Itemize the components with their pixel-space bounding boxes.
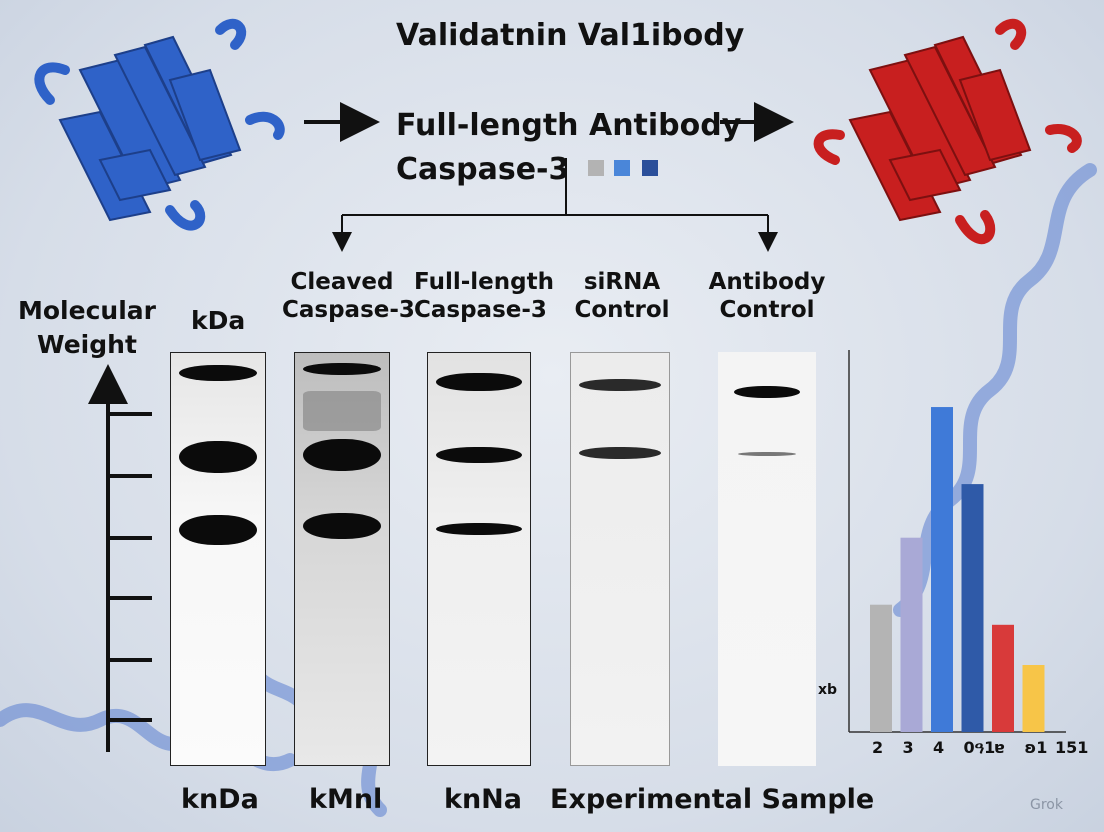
flow-label-antibody: Full-length Antibody bbox=[396, 108, 742, 143]
gel-band bbox=[178, 365, 258, 381]
lane-header-cleaved: Cleaved Caspase-3 bbox=[282, 268, 415, 324]
protein-ribbon-icon bbox=[34, 18, 285, 231]
gel-band bbox=[178, 515, 258, 545]
legend-swatch bbox=[642, 160, 658, 176]
bar-chart bbox=[848, 350, 1066, 733]
gel-band bbox=[436, 523, 522, 535]
gel-band bbox=[436, 373, 522, 391]
chart-x-tick-label: 4 bbox=[933, 738, 945, 757]
gel-band bbox=[578, 447, 662, 459]
gel-band bbox=[302, 513, 382, 539]
mw-label-line1: Molecular bbox=[18, 296, 156, 325]
lane-bottom-label: kMnl bbox=[309, 784, 383, 815]
mw-label-line2: Weight bbox=[37, 330, 137, 359]
chart-bar bbox=[900, 537, 923, 732]
chart-bar bbox=[1022, 665, 1045, 732]
gel-lane-1 bbox=[170, 352, 266, 766]
chart-x-tick-label: 2 bbox=[872, 738, 884, 757]
gel-lane-4 bbox=[570, 352, 670, 766]
protein-ribbon-icon bbox=[813, 18, 1082, 245]
kda-label: kDa bbox=[191, 306, 246, 335]
chart-x-tick-label: ʚ1 bbox=[1024, 738, 1048, 757]
mw-axis-label: Molecular Weight bbox=[18, 294, 156, 362]
gel-band bbox=[302, 363, 382, 375]
chart-x-tick-label: 0ዓ1 bbox=[963, 738, 996, 757]
marker-label: xb bbox=[818, 682, 838, 698]
grok-watermark: Grok bbox=[1030, 797, 1063, 813]
experimental-sample-label: Experimental Sample bbox=[550, 784, 875, 815]
page-title: Validatnin Val1ibody bbox=[396, 18, 745, 53]
gel-lane-5 bbox=[718, 352, 816, 766]
chart-bar bbox=[961, 484, 984, 732]
lane-header-line: Caspase-3 bbox=[282, 297, 415, 323]
flow-label-caspase: Caspase-3 bbox=[396, 152, 570, 187]
gel-band bbox=[733, 386, 801, 398]
gel-band bbox=[178, 441, 258, 473]
legend-swatch bbox=[614, 160, 630, 176]
lane-header-full-length: Full-length Caspase-3 bbox=[414, 268, 554, 324]
lane-bottom-label: knDa bbox=[181, 784, 259, 815]
legend-swatch bbox=[588, 160, 604, 176]
lane-bottom-label: knNa bbox=[444, 784, 522, 815]
lane-header-sirna: siRNA Control bbox=[568, 268, 676, 324]
chart-bar bbox=[992, 624, 1014, 732]
lane-header-line: Control bbox=[719, 297, 815, 323]
gel-band bbox=[436, 447, 522, 463]
gel-band bbox=[578, 379, 662, 391]
lane-header-line: Cleaved bbox=[290, 269, 394, 295]
lane-header-line: Caspase-3 bbox=[414, 297, 547, 323]
gel-lane-2 bbox=[294, 352, 390, 766]
lane-header-line: Control bbox=[574, 297, 670, 323]
chart-bar bbox=[870, 604, 892, 732]
chart-x-tick-label: 151 bbox=[1055, 738, 1089, 757]
gel-smear bbox=[302, 391, 382, 431]
chart-x-tick-label: 3 bbox=[902, 738, 914, 757]
chart-bar bbox=[931, 407, 953, 732]
gel-band bbox=[737, 452, 797, 456]
lane-header-antibody-control: Antibody Control bbox=[708, 268, 826, 324]
lane-header-line: siRNA bbox=[583, 269, 661, 295]
lane-header-line: Antibody bbox=[708, 269, 826, 295]
gel-lane-3 bbox=[427, 352, 531, 766]
lane-header-line: Full-length bbox=[414, 269, 554, 295]
gel-band bbox=[302, 439, 382, 471]
chart-x-tick-label: ɐ bbox=[994, 738, 1005, 757]
